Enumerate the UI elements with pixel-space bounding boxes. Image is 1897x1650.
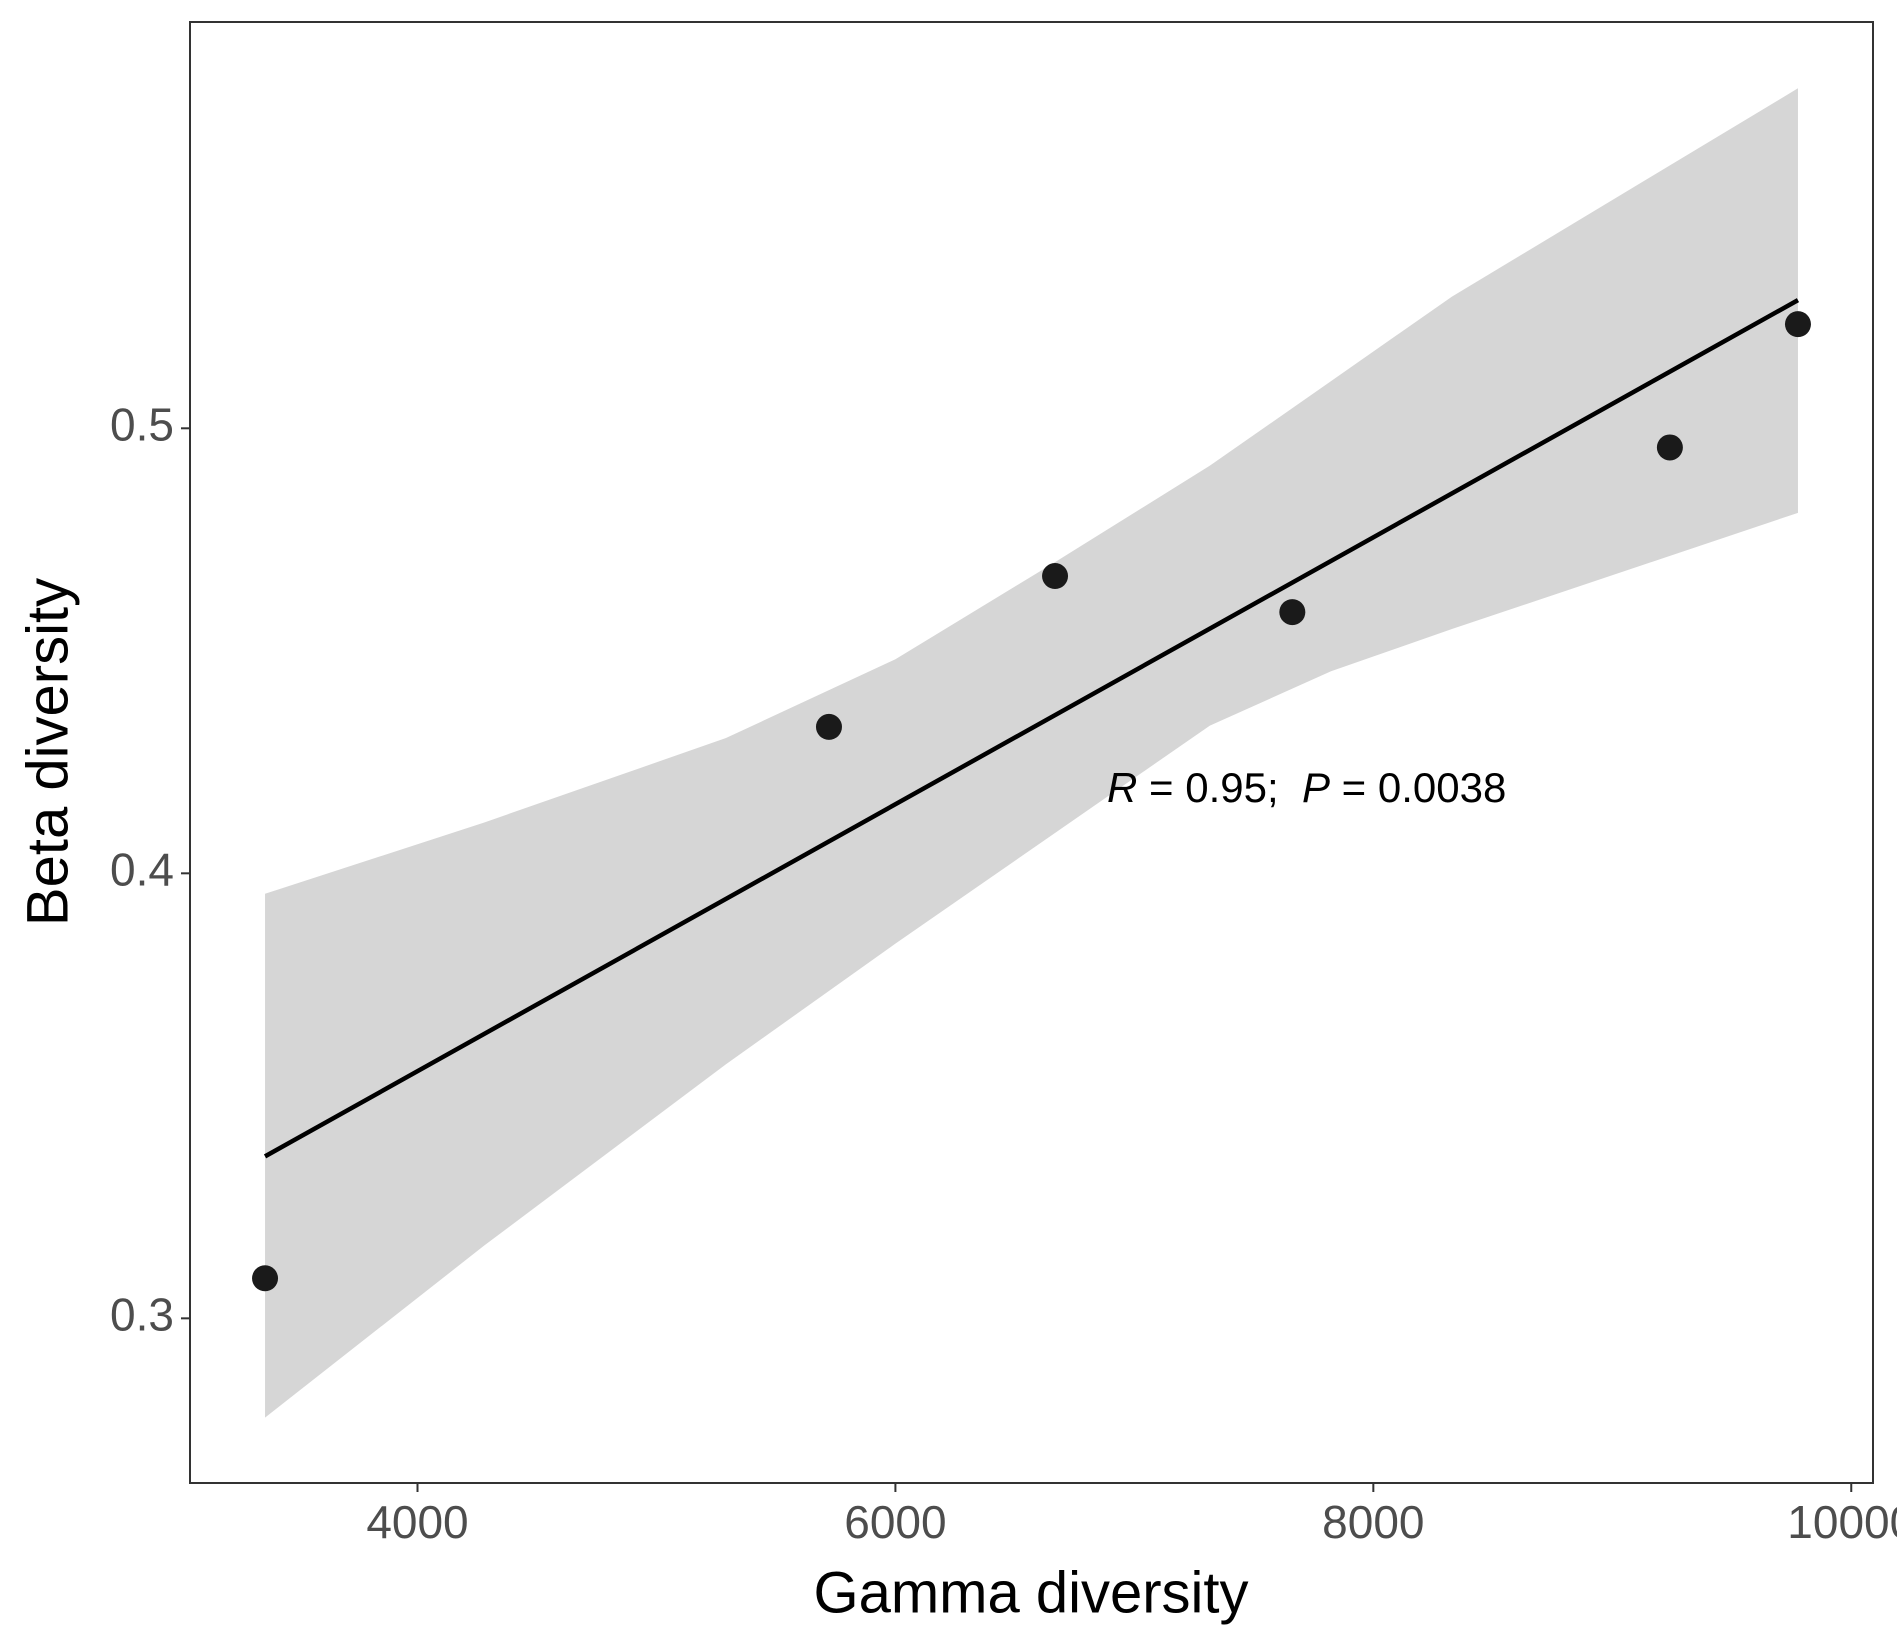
- annotation-part: P: [1302, 764, 1330, 811]
- y-tick-label: 0.4: [110, 843, 174, 895]
- x-tick-label: 4000: [366, 1496, 468, 1548]
- x-tick-label: 8000: [1322, 1496, 1424, 1548]
- point: [252, 1265, 279, 1292]
- annotation-part: = 0.0038: [1330, 764, 1506, 811]
- panel-border: [189, 21, 1874, 1484]
- confidence-band: [265, 88, 1798, 1418]
- fit-line: [263, 298, 1800, 1159]
- annotation-part: R: [1107, 764, 1137, 811]
- stat-annotation: R = 0.95; P = 0.0038: [1107, 764, 1506, 811]
- annotation-part: = 0.95;: [1137, 764, 1302, 811]
- point: [815, 713, 842, 740]
- point: [1784, 311, 1811, 338]
- point: [1656, 434, 1683, 461]
- y-tick-label: 0.3: [110, 1288, 174, 1340]
- point: [1042, 563, 1069, 590]
- point: [1279, 599, 1306, 626]
- x-tick-label: 6000: [844, 1496, 946, 1548]
- y-axis-title: Beta diversity: [15, 578, 80, 926]
- y-tick-label: 0.5: [110, 398, 174, 450]
- x-axis-title: Gamma diversity: [813, 1560, 1248, 1625]
